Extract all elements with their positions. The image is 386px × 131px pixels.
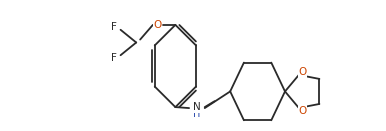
Text: H: H <box>193 109 201 119</box>
Text: O: O <box>299 67 307 77</box>
Text: N: N <box>193 102 201 112</box>
Text: O: O <box>299 106 307 116</box>
Text: F: F <box>111 53 117 63</box>
Text: O: O <box>154 20 162 30</box>
Text: F: F <box>111 22 117 32</box>
